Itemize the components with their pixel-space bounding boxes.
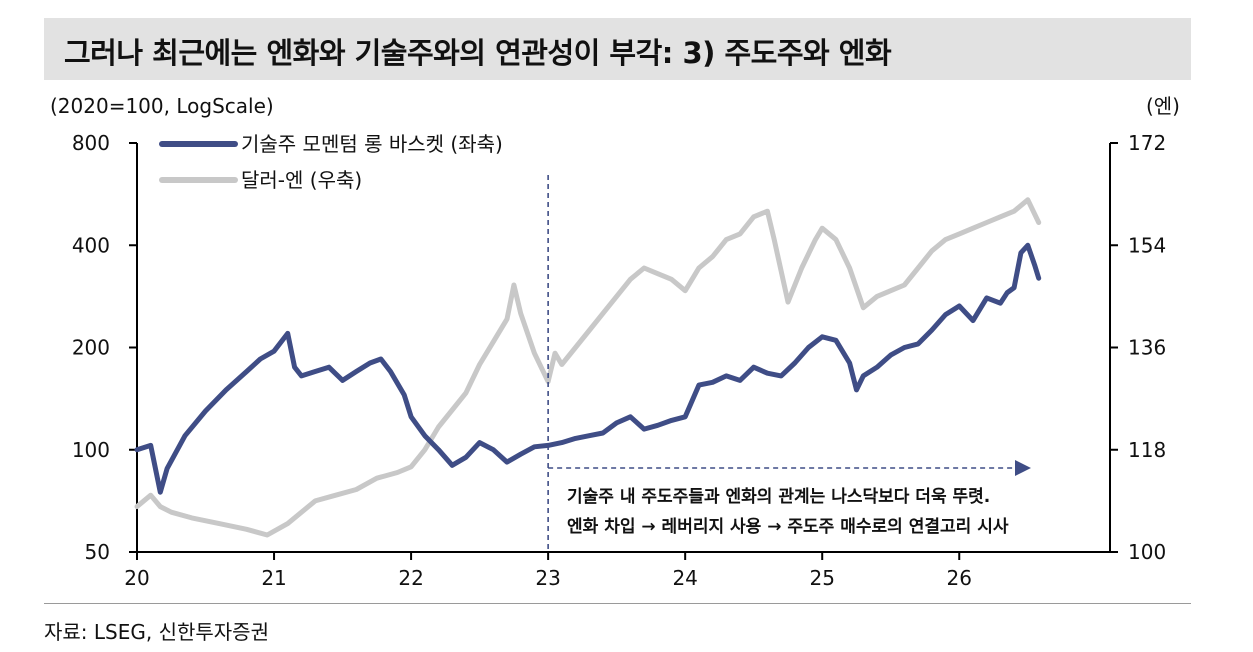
- series-line-usdjpy: [134, 197, 1042, 538]
- x-tick-label: 26: [947, 566, 972, 590]
- footer-divider: [44, 603, 1191, 604]
- x-tick-label: 25: [809, 566, 834, 590]
- axes: (2020=100, LogScale) (엔) 800 400 200 100 50 172…: [50, 94, 1180, 590]
- legend: 기술주 모멘텀 롱 바스켓 (좌축) 달러-엔 (우축): [159, 132, 503, 192]
- x-tick-label: 21: [261, 566, 286, 590]
- page-title: 그러나 최근에는 엔화와 기술주와의 연관성이 부각: 3) 주도주와 엔화: [64, 36, 892, 70]
- x-tick-label: 23: [535, 566, 560, 590]
- series-layer: [134, 197, 1042, 538]
- annotation-text-line: 엔화 차입 → 레버리지 사용 → 주도주 매수로의 연결고리 시사: [567, 517, 1009, 537]
- right-tick-label: 154: [1128, 233, 1166, 257]
- left-tick-label: 800: [72, 131, 110, 155]
- left-tick-label: 100: [72, 438, 110, 462]
- legend-label: 기술주 모멘텀 롱 바스켓 (좌축): [241, 132, 503, 156]
- line-chart: (2020=100, LogScale) (엔) 800 400 200 100 50 172…: [50, 94, 1180, 590]
- x-tick-label: 22: [398, 566, 423, 590]
- annotation-layer: 기술주 내 주도주들과 엔화의 관계는 나스닥보다 더욱 뚜렷. 엔화 차입 → …: [547, 175, 1031, 552]
- source-note: 자료: LSEG, 신한투자증권: [44, 620, 269, 644]
- legend-label: 달러-엔 (우축): [241, 168, 362, 192]
- left-tick-label: 50: [85, 540, 110, 564]
- right-tick-label: 100: [1128, 540, 1166, 564]
- right-tick-label: 172: [1128, 131, 1166, 155]
- left-tick-label: 400: [72, 233, 110, 257]
- right-tick-label: 136: [1128, 336, 1166, 360]
- x-tick-label: 20: [124, 566, 149, 590]
- right-axis-label: (엔): [1146, 94, 1180, 118]
- annotation-text-line: 기술주 내 주도주들과 엔화의 관계는 나스닥보다 더욱 뚜렷.: [567, 487, 990, 507]
- title-bar: 그러나 최근에는 엔화와 기술주와의 연관성이 부각: 3) 주도주와 엔화: [44, 18, 1191, 80]
- series-line-tech-basket: [134, 242, 1042, 495]
- x-tick-label: 24: [672, 566, 697, 590]
- left-tick-label: 200: [72, 336, 110, 360]
- left-axis-label: (2020=100, LogScale): [50, 94, 274, 118]
- right-tick-label: 118: [1128, 438, 1166, 462]
